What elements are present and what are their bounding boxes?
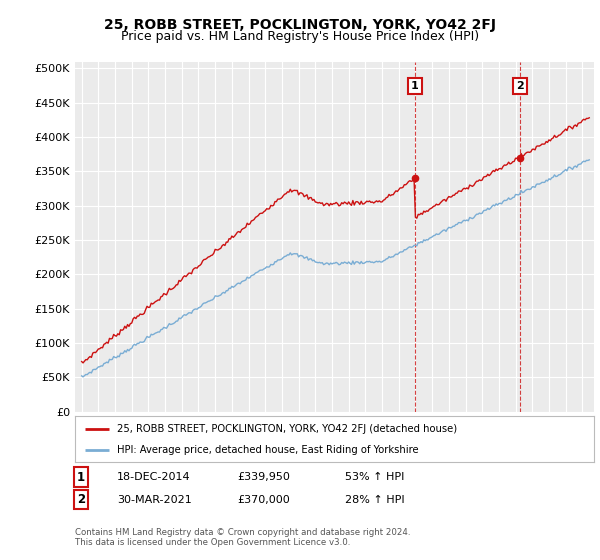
Text: £339,950: £339,950 <box>237 472 290 482</box>
Text: 1: 1 <box>411 81 419 91</box>
Text: 2: 2 <box>515 81 523 91</box>
Text: 28% ↑ HPI: 28% ↑ HPI <box>345 494 404 505</box>
Text: 25, ROBB STREET, POCKLINGTON, YORK, YO42 2FJ: 25, ROBB STREET, POCKLINGTON, YORK, YO42… <box>104 18 496 32</box>
Text: Contains HM Land Registry data © Crown copyright and database right 2024.
This d: Contains HM Land Registry data © Crown c… <box>75 528 410 547</box>
Text: 2: 2 <box>77 493 85 506</box>
Text: 53% ↑ HPI: 53% ↑ HPI <box>345 472 404 482</box>
Text: HPI: Average price, detached house, East Riding of Yorkshire: HPI: Average price, detached house, East… <box>116 445 418 455</box>
Text: 30-MAR-2021: 30-MAR-2021 <box>117 494 192 505</box>
Text: 1: 1 <box>77 470 85 484</box>
Text: £370,000: £370,000 <box>237 494 290 505</box>
Text: 25, ROBB STREET, POCKLINGTON, YORK, YO42 2FJ (detached house): 25, ROBB STREET, POCKLINGTON, YORK, YO42… <box>116 424 457 434</box>
Text: 18-DEC-2014: 18-DEC-2014 <box>117 472 191 482</box>
Text: Price paid vs. HM Land Registry's House Price Index (HPI): Price paid vs. HM Land Registry's House … <box>121 30 479 43</box>
